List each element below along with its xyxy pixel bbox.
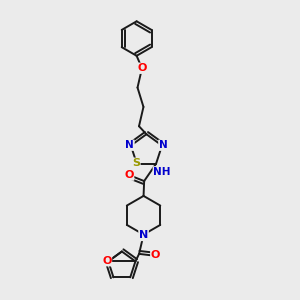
- Text: O: O: [137, 63, 147, 73]
- Text: O: O: [102, 256, 112, 266]
- Text: N: N: [139, 230, 148, 241]
- Text: N: N: [159, 140, 167, 150]
- Text: S: S: [132, 158, 140, 168]
- Text: NH: NH: [153, 167, 171, 177]
- Text: N: N: [125, 140, 134, 150]
- Text: O: O: [151, 250, 160, 260]
- Text: O: O: [124, 170, 134, 180]
